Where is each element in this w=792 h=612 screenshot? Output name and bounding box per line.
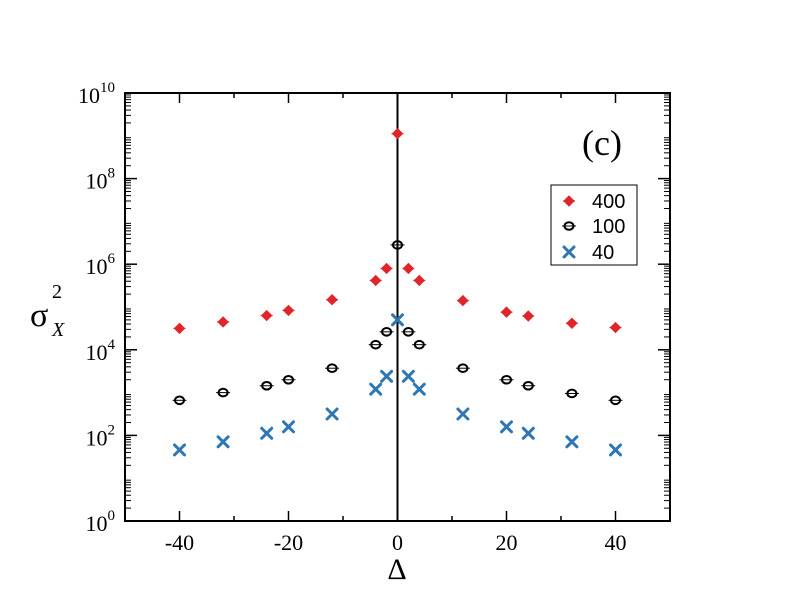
point-40 — [282, 420, 295, 434]
x-tick-label: -20 — [274, 530, 303, 555]
point-40 — [401, 369, 415, 383]
panel-label: (c) — [582, 123, 622, 163]
minor-ticks — [125, 94, 670, 509]
y-tick-label: 102 — [86, 422, 116, 450]
point-40 — [216, 435, 230, 449]
y-tick-label: 104 — [86, 337, 116, 365]
point-40 — [500, 420, 513, 434]
x-tick-label: -40 — [165, 530, 194, 555]
y-tick-label: 106 — [86, 251, 116, 279]
point-40 — [456, 407, 470, 421]
point-40 — [325, 407, 339, 421]
legend-markers — [562, 195, 576, 259]
x-axis-label: Δ — [387, 553, 406, 586]
y-axis-label: σ X 2 — [30, 281, 65, 341]
y-tick-label: 108 — [86, 166, 116, 194]
legend-label-40: 40 — [592, 242, 614, 264]
x-tick-label: 20 — [496, 530, 518, 555]
x-tick-label: 40 — [605, 530, 627, 555]
data-points — [172, 127, 623, 457]
point-40 — [369, 382, 383, 396]
point-40 — [412, 382, 426, 396]
y-tick-label: 100 — [86, 508, 116, 536]
x-tick-label: 0 — [392, 530, 403, 555]
point-40 — [260, 426, 274, 440]
y-axis-ticks: 100 102 104 106 108 1010 — [78, 80, 670, 536]
legend-label-400: 400 — [592, 191, 625, 213]
legend: 400 100 40 — [550, 184, 638, 266]
legend-marker-40 — [562, 245, 576, 259]
y-axis-label-subscript: X — [51, 319, 65, 341]
point-40 — [609, 443, 622, 457]
point-40 — [521, 426, 535, 440]
point-40 — [391, 313, 404, 327]
legend-label-100: 100 — [592, 216, 625, 238]
y-axis-label-superscript: 2 — [52, 281, 62, 303]
point-40 — [173, 443, 186, 457]
y-tick-label: 1010 — [78, 80, 115, 108]
x-axis-ticks: -40 -20 0 20 40 — [124, 93, 671, 555]
point-40 — [565, 435, 579, 449]
point-40 — [380, 369, 394, 383]
y-axis-label-sigma: σ — [30, 297, 48, 334]
